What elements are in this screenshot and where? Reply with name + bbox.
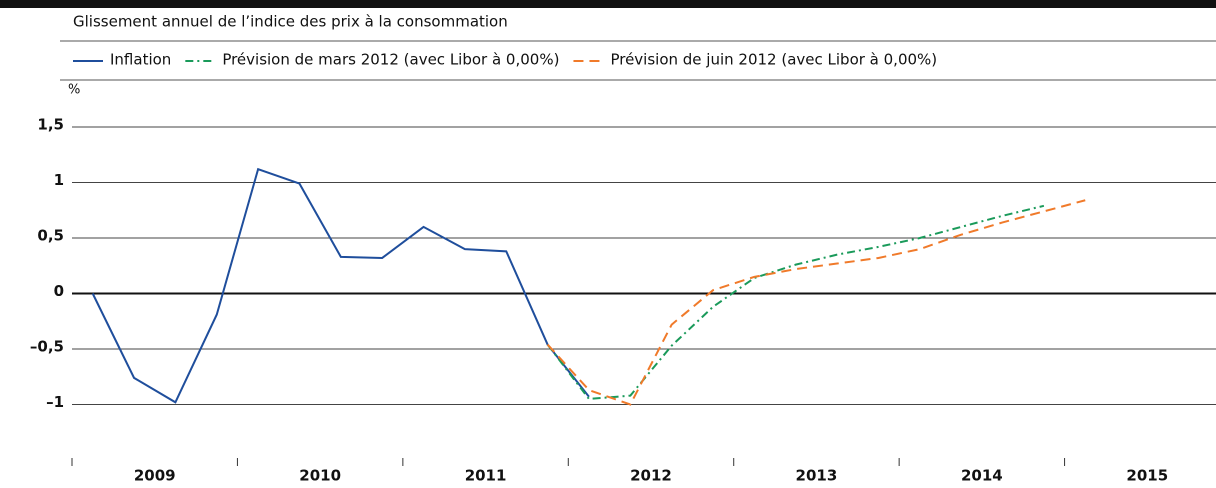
line — [91, 167, 590, 404]
y-unit: % — [68, 83, 80, 98]
y-tick-label: 1 — [54, 171, 64, 189]
x-tick-label: 2012 — [630, 467, 672, 485]
y-tick-label: –0,5 — [30, 338, 64, 356]
x-tick-label: 2013 — [796, 467, 838, 485]
x-tick-label: 2010 — [299, 467, 341, 485]
line — [546, 199, 1086, 406]
top-bar — [0, 0, 1216, 8]
legend-label: Inflation — [110, 51, 171, 69]
y-tick-label: 0 — [54, 282, 64, 300]
x-tick-label: 2015 — [1126, 467, 1168, 485]
line — [546, 204, 1045, 400]
legend-label: Prévision de juin 2012 (avec Libor à 0,0… — [610, 51, 937, 69]
x-tick-label: 2009 — [134, 467, 176, 485]
y-tick-label: –1 — [46, 393, 64, 411]
chart-subtitle: Glissement annuel de l’indice des prix à… — [73, 13, 508, 31]
y-tick-label: 1,5 — [37, 116, 64, 134]
x-tick-label: 2011 — [465, 467, 507, 485]
y-tick-label: 0,5 — [37, 227, 64, 245]
x-tick-label: 2014 — [961, 467, 1003, 485]
legend-label: Prévision de mars 2012 (avec Libor à 0,0… — [222, 51, 559, 69]
